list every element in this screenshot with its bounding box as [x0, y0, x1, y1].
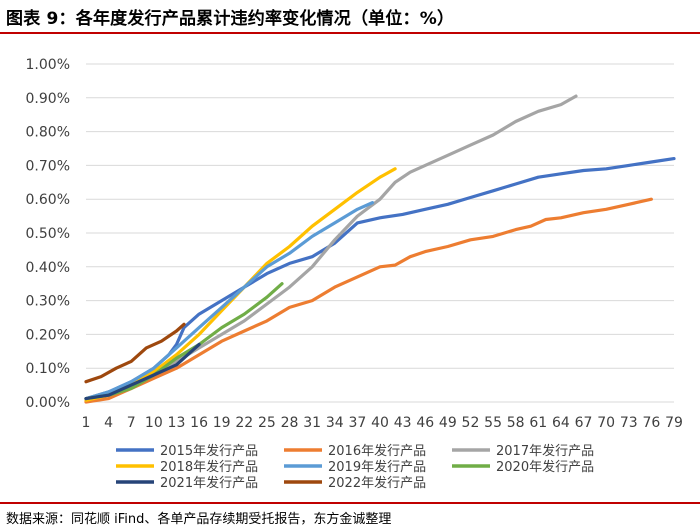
x-tick-label: 25: [258, 415, 276, 431]
legend-item: 2018年发行产品: [116, 459, 258, 475]
x-tick-label: 4: [104, 415, 113, 431]
footer-divider: [0, 502, 700, 504]
x-tick-label: 76: [642, 415, 660, 431]
y-tick-label: 0.80%: [26, 125, 70, 141]
x-tick-label: 40: [371, 415, 389, 431]
x-tick-label: 67: [575, 415, 593, 431]
series-line: [84, 167, 397, 402]
legend-item: 2015年发行产品: [116, 443, 258, 459]
legend-item: 2021年发行产品: [116, 475, 258, 491]
x-tick-label: 37: [348, 415, 366, 431]
y-tick-label: 1.00%: [26, 57, 70, 73]
legend-item: 2020年发行产品: [452, 459, 594, 475]
y-tick-label: 0.70%: [26, 158, 70, 174]
x-tick-label: 10: [145, 415, 163, 431]
x-tick-label: 16: [190, 415, 208, 431]
y-tick-label: 0.60%: [26, 192, 70, 208]
legend: 2015年发行产品 2016年发行产品 2017年发行产品 2018年发行产品 2019…: [116, 443, 594, 491]
x-tick-label: 58: [507, 415, 525, 431]
legend-item: 2016年发行产品: [284, 443, 426, 459]
legend-item: 2017年发行产品: [452, 443, 594, 459]
x-tick-label: 46: [416, 415, 434, 431]
x-tick-label: 1: [82, 415, 91, 431]
x-tick-label: 28: [281, 415, 299, 431]
y-axis-ticks: 0.00% 0.10% 0.20% 0.30% 0.40% 0.50% 0.60% 0.70%…: [26, 57, 70, 411]
legend-label: 2017年发行产品: [496, 443, 594, 459]
gridlines: [86, 63, 674, 403]
y-tick-label: 0.10%: [26, 361, 70, 377]
series-line: [84, 197, 653, 404]
x-tick-label: 70: [597, 415, 615, 431]
series-line: [84, 322, 186, 384]
y-tick-label: 0.40%: [26, 260, 70, 276]
series-lines: [84, 94, 676, 404]
y-tick-label: 0.00%: [26, 395, 70, 411]
x-tick-label: 79: [665, 415, 683, 431]
legend-label: 2016年发行产品: [328, 443, 426, 459]
x-tick-label: 55: [484, 415, 502, 431]
series-line: [84, 201, 375, 401]
x-tick-label: 7: [127, 415, 136, 431]
series-line: [84, 157, 676, 401]
x-tick-label: 64: [552, 415, 570, 431]
x-tick-label: 52: [462, 415, 480, 431]
source-note: 数据来源：同花顺 iFind、各单产品存续期受托报告，东方金诚整理: [6, 512, 392, 527]
chart-title: 图表 9：各年度发行产品累计违约率变化情况（单位：%）: [6, 9, 455, 29]
legend-item: 2022年发行产品: [284, 475, 426, 491]
y-tick-label: 0.30%: [26, 294, 70, 310]
x-tick-label: 61: [529, 415, 547, 431]
x-tick-label: 73: [620, 415, 638, 431]
x-axis-ticks: 1 4 7 10 13 16 19 22 25 28 31 34 37 40 43 46 49 52 55 58 61 6…: [82, 415, 683, 431]
y-tick-label: 0.90%: [26, 91, 70, 107]
x-tick-label: 34: [326, 415, 344, 431]
legend-label: 2019年发行产品: [328, 459, 426, 475]
x-tick-label: 49: [439, 415, 457, 431]
legend-label: 2022年发行产品: [328, 475, 426, 491]
series-line: [84, 342, 201, 401]
line-chart: 0.00% 0.10% 0.20% 0.30% 0.40% 0.50% 0.60% 0.70%…: [26, 57, 683, 491]
series-line: [84, 94, 578, 401]
x-tick-label: 19: [213, 415, 231, 431]
legend-label: 2021年发行产品: [160, 475, 258, 491]
title-divider: [0, 32, 700, 34]
y-tick-label: 0.20%: [26, 327, 70, 343]
x-tick-label: 43: [394, 415, 412, 431]
legend-label: 2020年发行产品: [496, 459, 594, 475]
legend-item: 2019年发行产品: [284, 459, 426, 475]
legend-label: 2018年发行产品: [160, 459, 258, 475]
x-tick-label: 22: [235, 415, 253, 431]
legend-label: 2015年发行产品: [160, 443, 258, 459]
y-tick-label: 0.50%: [26, 226, 70, 242]
x-tick-label: 13: [168, 415, 186, 431]
x-tick-label: 31: [303, 415, 321, 431]
